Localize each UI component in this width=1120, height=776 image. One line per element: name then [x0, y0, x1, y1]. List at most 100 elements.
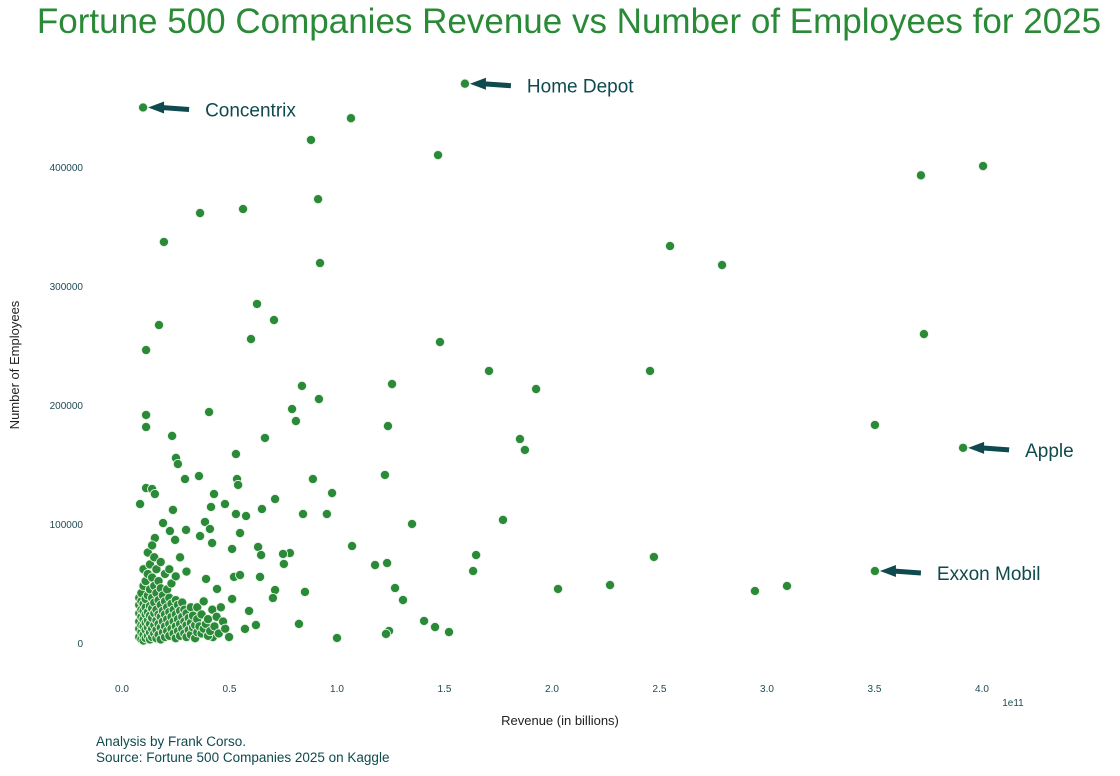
- data-point: [297, 508, 309, 520]
- data-point: [293, 618, 304, 630]
- data-point: [483, 365, 495, 377]
- data-point: [201, 573, 212, 585]
- data-point: [331, 632, 343, 644]
- data-point: [531, 384, 542, 395]
- data-point: [256, 503, 268, 515]
- data-point: [468, 565, 479, 577]
- x-axis-label: Revenue (in billions): [501, 713, 619, 728]
- y-tick-label: 400000: [50, 163, 84, 174]
- caption: Analysis by Frank Corso. Source: Fortune…: [96, 734, 389, 766]
- data-point: [244, 605, 255, 617]
- data-point: [379, 469, 390, 481]
- x-tick-label: 1.0: [330, 684, 344, 695]
- data-point: [419, 615, 430, 627]
- x-tick-label: 0.0: [115, 684, 129, 695]
- data-point: [164, 564, 175, 575]
- data-point: [287, 403, 298, 415]
- data-point: [290, 416, 301, 427]
- data-point: [254, 571, 266, 583]
- data-point: [237, 203, 249, 215]
- annotation-label: Concentrix: [205, 101, 296, 122]
- data-point: [459, 78, 470, 89]
- data-point: [432, 150, 444, 161]
- data-point: [219, 498, 231, 510]
- arrowhead-icon: [469, 77, 486, 90]
- data-point: [278, 558, 289, 570]
- data-point: [552, 583, 564, 595]
- data-point: [267, 592, 278, 604]
- annotation-arrow: [482, 81, 512, 89]
- data-point: [153, 319, 165, 331]
- data-point: [648, 551, 659, 563]
- y-tick-label: 100000: [50, 520, 84, 531]
- data-point: [514, 433, 526, 445]
- arrowhead-icon: [148, 101, 165, 114]
- data-point: [167, 430, 178, 441]
- data-point: [245, 334, 257, 345]
- x-axis-ticks: 0.0 0.5 1.0 1.5 2.0 2.5 3.0 3.5 4.0: [115, 684, 989, 695]
- data-point: [198, 596, 209, 607]
- annotation-label: Apple: [1025, 441, 1074, 462]
- data-point: [194, 530, 206, 542]
- data-point: [321, 508, 332, 520]
- annotation-label: Home Depot: [527, 77, 634, 98]
- data-point: [230, 448, 241, 460]
- data-point: [167, 504, 179, 516]
- data-point: [224, 632, 235, 643]
- annotation: Concentrix: [148, 101, 296, 122]
- annotation: Home Depot: [469, 77, 634, 98]
- y-tick-label: 200000: [50, 401, 84, 412]
- data-point: [227, 593, 238, 605]
- data-point: [781, 580, 793, 592]
- data-point: [305, 134, 317, 146]
- annotation: Exxon Mobil: [879, 564, 1040, 585]
- data-point: [220, 623, 231, 634]
- data-point: [207, 537, 218, 549]
- data-point: [199, 516, 211, 528]
- data-point: [918, 329, 930, 340]
- x-tick-label: 2.5: [653, 684, 667, 695]
- data-point: [204, 406, 215, 418]
- data-point: [181, 566, 192, 577]
- data-point: [234, 570, 246, 581]
- data-point: [149, 488, 160, 500]
- data-point: [250, 619, 261, 631]
- data-point: [208, 488, 220, 500]
- data-point: [277, 548, 289, 560]
- data-point: [382, 557, 393, 569]
- data-point: [172, 458, 183, 470]
- data-point: [299, 586, 311, 597]
- data-point: [915, 170, 926, 181]
- data-point: [251, 298, 263, 310]
- data-point: [519, 444, 530, 456]
- data-point: [380, 628, 392, 640]
- caption-analysis: Analysis by Frank Corso.: [96, 734, 247, 749]
- data-point: [327, 488, 338, 499]
- data-point: [314, 257, 326, 269]
- data-point: [215, 602, 226, 613]
- data-point: [313, 393, 324, 405]
- data-point: [296, 380, 308, 392]
- x-tick-label: 3.0: [760, 684, 774, 695]
- data-point: [605, 579, 616, 591]
- data-point: [370, 560, 381, 571]
- data-point: [259, 432, 271, 444]
- data-point: [181, 524, 192, 536]
- data-point: [307, 473, 318, 485]
- data-point: [471, 550, 482, 561]
- data-point: [345, 113, 357, 124]
- arrowhead-icon: [879, 565, 896, 578]
- data-point: [644, 365, 656, 377]
- data-point: [443, 627, 455, 638]
- data-point: [202, 614, 214, 625]
- data-point: [958, 442, 969, 453]
- annotations: Concentrix Home Depot Apple Exxon Mobil: [148, 77, 1074, 585]
- data-point: [230, 508, 241, 520]
- data-point: [205, 501, 217, 513]
- data-point: [147, 540, 158, 551]
- data-point: [389, 582, 401, 594]
- data-point: [204, 523, 215, 535]
- data-point: [158, 236, 169, 248]
- annotation-arrow: [892, 568, 922, 576]
- data-point: [158, 517, 169, 529]
